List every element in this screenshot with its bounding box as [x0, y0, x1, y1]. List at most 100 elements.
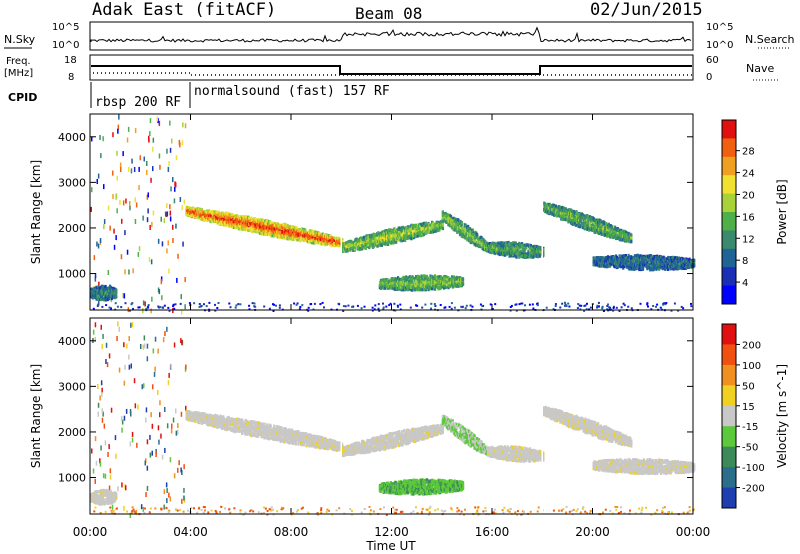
echo-cell: [542, 252, 545, 256]
echo-cell: [115, 235, 117, 241]
echo-cell: [295, 303, 298, 306]
echo-cell: [172, 177, 174, 183]
echo-cell: [169, 120, 171, 126]
echo-cell: [517, 245, 520, 248]
echo-cell: [553, 204, 556, 207]
echo-cell: [579, 308, 582, 311]
echo-cell: [406, 225, 409, 229]
echo-cell: [415, 304, 417, 307]
echo-cell: [176, 277, 178, 283]
echo-cell: [502, 241, 505, 245]
echo-cell: [450, 218, 453, 222]
echo-cell: [417, 287, 420, 291]
echo-cell: [246, 217, 249, 221]
echo-cell: [100, 294, 103, 298]
echo-cell: [337, 302, 340, 305]
echo-cell: [368, 237, 371, 241]
nsearch-tick-low: 10^0: [706, 40, 733, 51]
echo-cell: [578, 212, 581, 216]
echo-cell: [355, 237, 358, 241]
echo-cell: [98, 300, 100, 306]
echo-cell: [215, 217, 218, 221]
echo-cell: [347, 304, 350, 307]
echo-cell: [184, 304, 186, 310]
echo-cell: [168, 309, 171, 312]
echo-cell: [256, 223, 259, 227]
echo-cell: [97, 243, 100, 249]
echo-cell: [146, 161, 148, 166]
echo-cell: [397, 305, 399, 308]
echo-cell: [430, 223, 433, 227]
echo-cell: [138, 166, 140, 172]
echo-cell: [150, 259, 153, 265]
echo-cell: [107, 290, 111, 294]
echo-cell: [419, 284, 422, 288]
echo-cell: [214, 309, 217, 312]
echo-cell: [545, 306, 548, 309]
echo-cell: [294, 237, 297, 241]
echo-cell: [417, 223, 420, 227]
echo-cell: [433, 282, 437, 286]
echo-cell: [420, 288, 423, 292]
echo-cell: [172, 238, 174, 243]
echo-cell: [142, 300, 145, 306]
echo-cell: [110, 297, 113, 301]
echo-cell: [149, 225, 151, 230]
echo-cell: [503, 253, 507, 257]
echo-cell: [690, 302, 692, 305]
echo-cell: [119, 199, 121, 205]
echo-cell: [224, 211, 228, 215]
echo-cell: [132, 307, 134, 310]
power-echo-data: [90, 114, 696, 315]
echo-cell: [433, 284, 436, 288]
echo-cell: [325, 240, 328, 244]
echo-cell: [122, 200, 125, 206]
echo-cell: [431, 287, 434, 291]
echo-cell: [220, 219, 223, 223]
echo-cell: [175, 182, 177, 188]
freq-tick-high: 18: [64, 55, 77, 66]
echo-cell: [116, 150, 118, 156]
echo-cell: [382, 306, 385, 309]
echo-cell: [505, 241, 508, 245]
echo-cell: [159, 306, 162, 309]
echo-cell: [408, 282, 411, 285]
echo-cell: [245, 223, 248, 227]
echo-cell: [296, 302, 299, 305]
echo-cell: [174, 303, 177, 306]
echo-cell: [670, 309, 673, 312]
echo-cell: [172, 305, 175, 308]
echo-cell: [361, 244, 364, 248]
echo-cell: [528, 303, 531, 306]
echo-cell: [579, 215, 582, 219]
echo-cell: [158, 153, 161, 159]
cpid-label: CPID: [8, 91, 37, 104]
echo-cell: [198, 305, 201, 308]
echo-cell: [455, 225, 458, 229]
nsky-trace: [90, 26, 692, 43]
echo-cell: [414, 277, 417, 281]
echo-cell: [132, 268, 134, 274]
echo-cell: [313, 302, 316, 305]
echo-cell: [283, 232, 286, 236]
echo-cell: [138, 246, 141, 252]
echo-cell: [449, 215, 453, 218]
echo-cell: [551, 207, 554, 211]
echo-cell: [464, 307, 467, 310]
echo-cell: [107, 297, 111, 300]
echo-cell: [405, 275, 408, 279]
echo-cell: [152, 166, 154, 172]
echo-cell: [231, 215, 234, 219]
echo-cell: [178, 139, 181, 145]
echo-cell: [92, 307, 95, 310]
echo-cell: [406, 228, 409, 232]
echo-cell: [398, 235, 401, 239]
echo-cell: [166, 148, 168, 154]
echo-cell: [101, 305, 104, 308]
echo-cell: [126, 249, 129, 255]
echo-cell: [115, 194, 117, 200]
echo-cell: [451, 282, 454, 286]
echo-cell: [134, 128, 137, 134]
freq-label: Freq.: [6, 56, 31, 67]
